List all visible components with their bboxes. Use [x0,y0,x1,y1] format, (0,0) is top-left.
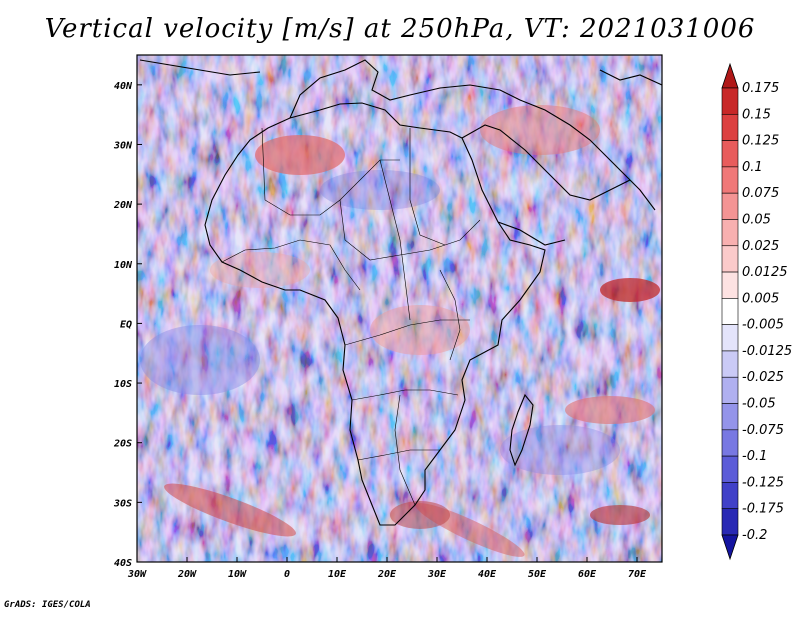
latitude-axis: 40N 30N 20N 10N EQ 10S 20S 30S 40S [113,81,142,569]
colorbar-label: -0.05 [742,397,776,412]
colorbar-swatch [721,166,739,194]
lon-label: 10W [228,569,247,580]
colorbar-label: -0.075 [742,423,784,438]
colorbar-swatch [721,113,739,141]
country-borders [221,127,481,506]
lon-label: 10E [328,569,347,580]
lon-label: 50E [528,569,547,580]
colorbar-max-arrow [721,62,739,89]
colorbar-min-arrow [721,534,739,561]
colorbar-label: -0.1 [742,449,767,464]
colorbar-label: 0.175 [742,81,779,96]
colorbar-label: -0.175 [742,502,784,517]
colorbar-label: -0.0125 [742,344,792,359]
colorbar-swatch [721,245,739,273]
lon-label: 0 [284,569,290,580]
lat-label: EQ [120,319,132,330]
colorbar-swatch [721,324,739,352]
colorbar-swatch [721,219,739,247]
lat-label: 20S [113,439,132,450]
lon-label: 20E [377,569,397,580]
colorbar-swatch [721,455,739,483]
lat-label: 40N [114,81,133,92]
lon-label: 60E [578,569,597,580]
colorbar-label: 0.15 [742,107,771,122]
colorbar-swatch [721,376,739,404]
colorbar-swatch [721,403,739,431]
footer-credit: GrADS: IGES/COLA [4,600,91,610]
colorbar-swatch [721,482,739,510]
colorbar-swatch [721,508,739,536]
lat-label: 20N [113,200,133,211]
lat-label: 10S [114,379,132,390]
velocity-field [137,55,662,562]
colorbar: 0.175 0.15 0.125 0.1 0.075 0.05 0.025 0.0125 0.0… [721,62,792,561]
lon-label: 30W [127,569,147,580]
colorbar-swatch [721,429,739,457]
colorbar-label: 0.1 [742,160,763,175]
lat-label: 40S [114,558,132,569]
colorbar-label: 0.125 [742,134,779,149]
lon-label: 70E [628,569,647,580]
lon-label: 20W [177,569,197,580]
lat-label: 10N [114,260,133,271]
colorbar-label: -0.2 [742,528,767,543]
lon-label: 40E [478,569,497,580]
lat-label: 30N [113,140,133,151]
colorbar-label: 0.0125 [742,265,788,280]
colorbar-label: 0.025 [742,239,779,254]
chart-title: Vertical velocity [m/s] at 250hPa, VT: 2… [44,14,756,44]
colorbar-label: 0.005 [742,291,779,306]
lat-label: 30S [113,498,132,509]
colorbar-swatch [721,271,739,299]
colorbar-swatch [721,140,739,168]
colorbar-label: 0.05 [742,212,771,227]
plot-frame [136,54,663,563]
colorbar-swatch [721,192,739,220]
colorbar-swatch [721,298,739,325]
colorbar-label: -0.125 [742,475,784,490]
colorbar-swatch [721,87,739,115]
longitude-axis: 30W 20W 10W 0 10E 20E 30E 40E 50E 60E 70E [127,557,647,580]
colorbar-label: -0.005 [742,318,784,333]
colorbar-swatch [721,350,739,378]
colorbar-label: 0.075 [742,186,779,201]
colorbar-label: -0.025 [742,370,784,385]
lon-label: 30E [427,569,447,580]
